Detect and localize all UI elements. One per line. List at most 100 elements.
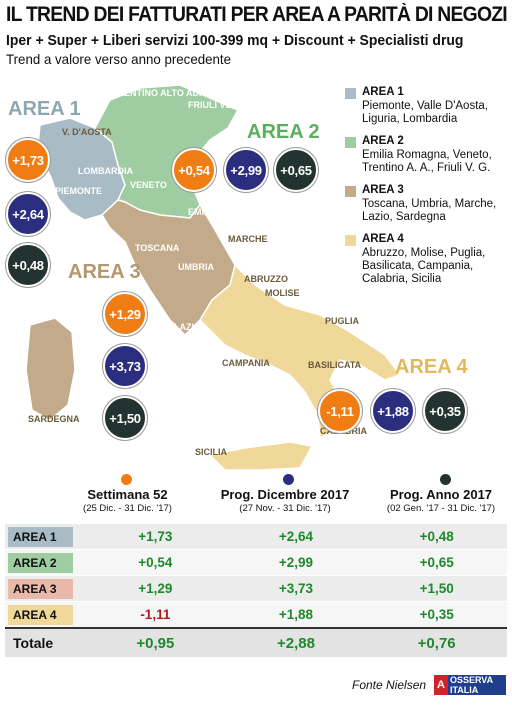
table-row: AREA 4 -1,11 +1,88 +0,35 bbox=[5, 601, 507, 628]
value-bubble-area-4-anno: +0,35 bbox=[423, 389, 467, 433]
legend-text: Abruzzo, Molise, Puglia, Basilicata, Cam… bbox=[362, 247, 486, 285]
legend-item-area-4: AREA 4 Abruzzo, Molise, Puglia, Basilica… bbox=[345, 233, 510, 293]
table-cell: +0,35 bbox=[366, 601, 507, 628]
column-period: (02 Gen. '17 - 31 Dic. '17) bbox=[386, 503, 496, 514]
logo-text: OSSERVA ITALIA bbox=[449, 675, 493, 695]
osserva-italia-logo: A OSSERVA ITALIA bbox=[434, 675, 506, 695]
region-label: EMILIA ROMAGNA bbox=[188, 207, 269, 217]
value-bubble-area-2-anno: +0,65 bbox=[274, 148, 318, 192]
legend-text: Emilia Romagna, Veneto, Trentino A. A., … bbox=[362, 149, 492, 174]
anno-marker bbox=[440, 474, 451, 485]
region-label: FRIULI VENEZIA GIULIA bbox=[188, 100, 292, 110]
table-cell: +0,48 bbox=[366, 523, 507, 550]
legend-title: AREA 2 bbox=[362, 135, 404, 147]
region-label: UMBRIA bbox=[178, 262, 214, 272]
row-label: AREA 4 bbox=[8, 604, 73, 625]
value-bubble-area-1-settimana: +1,73 bbox=[6, 138, 50, 182]
region-label: V. D'AOSTA bbox=[62, 127, 112, 137]
column-period: (25 Dic. - 31 Dic. '17) bbox=[83, 503, 172, 514]
table-cell: +0,95 bbox=[85, 627, 226, 657]
column-title: Settimana 52 bbox=[87, 487, 168, 502]
total-row: Totale +0,95 +2,88 +0,76 bbox=[5, 627, 507, 657]
column-header-anno: Prog. Anno 2017 (02 Gen. '17 - 31 Dic. '… bbox=[372, 487, 510, 514]
logo-mark: A bbox=[434, 675, 448, 695]
row-label: AREA 2 bbox=[8, 552, 73, 573]
region-label: PUGLIA bbox=[325, 316, 360, 326]
legend-text: Toscana, Umbria, Marche, Lazio, Sardegna bbox=[362, 198, 497, 223]
column-title: Prog. Dicembre 2017 bbox=[220, 487, 350, 502]
legend-title: AREA 4 bbox=[362, 233, 404, 245]
value-bubble-area-1-anno: +0,48 bbox=[6, 243, 50, 287]
table-row: AREA 3 +1,29 +3,73 +1,50 bbox=[5, 575, 507, 602]
row-label-cell: AREA 4 bbox=[5, 601, 85, 628]
area-1-label: AREA 1 bbox=[8, 98, 81, 120]
region-label: MARCHE bbox=[228, 234, 268, 244]
row-label-cell: AREA 3 bbox=[5, 575, 85, 602]
region-label: TRENTINO ALTO ADIGE bbox=[112, 88, 215, 98]
table-cell: +2,64 bbox=[225, 523, 367, 550]
region-label: LAZIO bbox=[174, 322, 201, 332]
map-area-2 bbox=[94, 84, 240, 219]
chart-title: IL TREND DEI FATTURATI PER AREA A PARITÀ… bbox=[6, 3, 508, 26]
region-label: LIGURIA bbox=[75, 228, 112, 238]
column-header-dicembre: Prog. Dicembre 2017 (27 Nov. - 31 Dic. '… bbox=[205, 487, 365, 514]
region-label: PIEMONTE bbox=[55, 186, 102, 196]
table-cell: +3,73 bbox=[225, 575, 367, 602]
region-label: TOSCANA bbox=[135, 243, 180, 253]
table-cell: +0,54 bbox=[85, 549, 226, 576]
area-2-label: AREA 2 bbox=[247, 121, 320, 143]
table-cell: -1,11 bbox=[85, 601, 226, 628]
row-label-cell: Totale bbox=[5, 627, 85, 657]
legend-title: AREA 1 bbox=[362, 86, 404, 98]
table-cell: +0,65 bbox=[366, 549, 507, 576]
row-label-cell: AREA 2 bbox=[5, 549, 85, 576]
value-bubble-area-3-anno: +1,50 bbox=[103, 396, 147, 440]
row-label-cell: AREA 1 bbox=[5, 523, 85, 550]
region-label: MOLISE bbox=[265, 288, 300, 298]
row-label: Totale bbox=[13, 635, 54, 651]
chart-subtitle-2: Trend a valore verso anno precedente bbox=[6, 51, 232, 67]
table-row: AREA 2 +0,54 +2,99 +0,65 bbox=[5, 549, 507, 576]
value-bubble-area-4-dicembre: +1,88 bbox=[371, 389, 415, 433]
value-bubble-area-2-dicembre: +2,99 bbox=[224, 148, 268, 192]
area-4-label: AREA 4 bbox=[395, 356, 468, 378]
region-label: BASILICATA bbox=[308, 360, 362, 370]
region-label: LOMBARDIA bbox=[78, 166, 133, 176]
legend-item-area-1: AREA 1 Piemonte, Valle D'Aosta, Liguria,… bbox=[345, 86, 510, 136]
legend-swatch bbox=[345, 235, 356, 246]
source-note: Fonte Nielsen bbox=[352, 678, 427, 692]
dicembre-marker bbox=[283, 474, 294, 485]
legend-item-area-3: AREA 3 Toscana, Umbria, Marche, Lazio, S… bbox=[345, 184, 510, 234]
region-label: SICILIA bbox=[195, 447, 228, 457]
legend-swatch bbox=[345, 186, 356, 197]
map-sardinia bbox=[25, 317, 76, 421]
legend-swatch bbox=[345, 137, 356, 148]
table-cell: +1,50 bbox=[366, 575, 507, 602]
region-label: VENETO bbox=[130, 180, 167, 190]
table-cell: +1,73 bbox=[85, 523, 226, 550]
map-sicily bbox=[208, 441, 314, 470]
region-label: SARDEGNA bbox=[28, 414, 80, 424]
legend-item-area-2: AREA 2 Emilia Romagna, Veneto, Trentino … bbox=[345, 135, 510, 185]
row-label: AREA 1 bbox=[8, 526, 73, 547]
table-row: AREA 1 +1,73 +2,64 +0,48 bbox=[5, 523, 507, 550]
chart-subtitle: Iper + Super + Liberi servizi 100-399 mq… bbox=[6, 32, 464, 49]
column-title: Prog. Anno 2017 bbox=[389, 487, 493, 502]
results-table: AREA 1 +1,73 +2,64 +0,48 AREA 2 +0,54 +2… bbox=[5, 523, 507, 657]
table-cell: +0,76 bbox=[366, 627, 507, 657]
legend-title: AREA 3 bbox=[362, 184, 404, 196]
column-period: (27 Nov. - 31 Dic. '17) bbox=[239, 503, 331, 514]
region-label: ABRUZZO bbox=[244, 274, 288, 284]
table-cell: +2,99 bbox=[225, 549, 367, 576]
column-header-settimana: Settimana 52 (25 Dic. - 31 Dic. '17) bbox=[70, 487, 185, 514]
settimana-marker bbox=[121, 474, 132, 485]
value-bubble-area-3-dicembre: +3,73 bbox=[103, 344, 147, 388]
value-bubble-area-4-settimana: -1,11 bbox=[318, 389, 362, 433]
area-3-label: AREA 3 bbox=[68, 261, 141, 283]
row-label: AREA 3 bbox=[8, 578, 73, 599]
table-cell: +1,29 bbox=[85, 575, 226, 602]
value-bubble-area-2-settimana: +0,54 bbox=[172, 148, 216, 192]
legend-swatch bbox=[345, 88, 356, 99]
value-bubble-area-3-settimana: +1,29 bbox=[103, 292, 147, 336]
region-label: CAMPANIA bbox=[222, 358, 270, 368]
